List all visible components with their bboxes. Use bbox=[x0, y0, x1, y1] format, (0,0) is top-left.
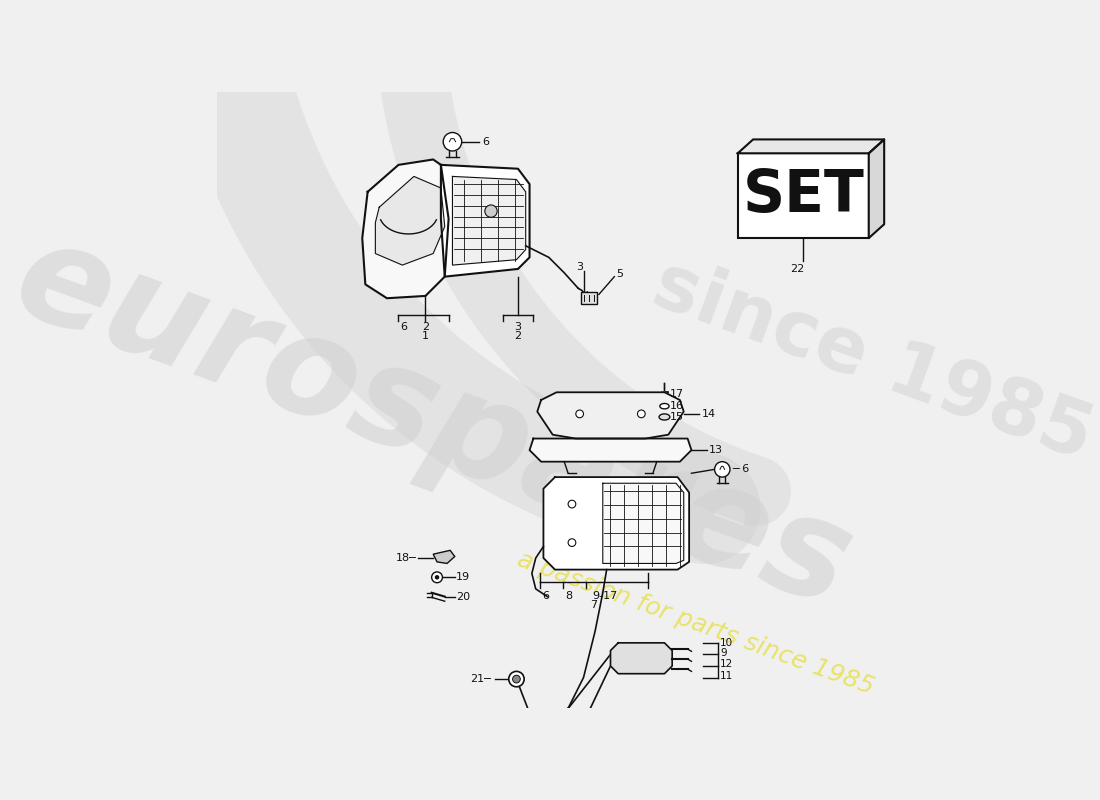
Polygon shape bbox=[738, 139, 884, 154]
FancyBboxPatch shape bbox=[581, 292, 596, 305]
Circle shape bbox=[568, 500, 575, 508]
Text: 3: 3 bbox=[515, 322, 521, 332]
Ellipse shape bbox=[659, 414, 670, 420]
Text: 2: 2 bbox=[515, 331, 521, 341]
Polygon shape bbox=[441, 165, 529, 277]
Text: 3: 3 bbox=[576, 262, 583, 272]
Text: 7: 7 bbox=[590, 600, 597, 610]
Text: 6: 6 bbox=[542, 591, 549, 601]
Text: eurospares: eurospares bbox=[0, 210, 869, 637]
Text: 11: 11 bbox=[720, 671, 734, 681]
Text: since 1985: since 1985 bbox=[642, 248, 1100, 475]
Text: 5: 5 bbox=[617, 269, 624, 278]
Polygon shape bbox=[362, 159, 449, 298]
Polygon shape bbox=[433, 550, 454, 563]
Circle shape bbox=[513, 675, 520, 683]
Text: a passion for parts since 1985: a passion for parts since 1985 bbox=[514, 548, 877, 699]
Text: 19: 19 bbox=[456, 572, 471, 582]
Ellipse shape bbox=[660, 403, 669, 409]
FancyBboxPatch shape bbox=[738, 154, 869, 238]
Text: 9-17: 9-17 bbox=[592, 591, 617, 601]
Text: 20: 20 bbox=[456, 591, 471, 602]
Polygon shape bbox=[452, 177, 526, 265]
Polygon shape bbox=[375, 177, 444, 265]
Text: 22: 22 bbox=[790, 264, 804, 274]
Polygon shape bbox=[537, 392, 684, 438]
Text: 17: 17 bbox=[670, 389, 684, 399]
Text: 6: 6 bbox=[400, 322, 407, 332]
Text: 8: 8 bbox=[565, 591, 572, 601]
Text: 14: 14 bbox=[702, 409, 716, 419]
Circle shape bbox=[431, 572, 442, 582]
Polygon shape bbox=[529, 438, 692, 462]
Circle shape bbox=[568, 538, 575, 546]
Text: 21─: 21─ bbox=[470, 674, 491, 684]
Circle shape bbox=[575, 410, 583, 418]
Text: 15: 15 bbox=[670, 412, 684, 422]
Circle shape bbox=[485, 205, 497, 218]
Circle shape bbox=[443, 133, 462, 151]
Text: 13: 13 bbox=[710, 445, 723, 455]
Text: 2: 2 bbox=[422, 322, 429, 332]
Text: 18─: 18─ bbox=[395, 553, 416, 563]
Polygon shape bbox=[543, 477, 689, 570]
Circle shape bbox=[436, 576, 439, 579]
Text: 9: 9 bbox=[720, 648, 727, 658]
Polygon shape bbox=[603, 483, 684, 563]
Text: 6: 6 bbox=[482, 137, 488, 146]
Circle shape bbox=[715, 462, 730, 477]
Text: SET: SET bbox=[742, 167, 865, 224]
Polygon shape bbox=[869, 139, 884, 238]
Polygon shape bbox=[610, 643, 672, 674]
Text: 12: 12 bbox=[720, 659, 734, 670]
Text: 16: 16 bbox=[670, 401, 684, 411]
Text: ─ 6: ─ 6 bbox=[733, 464, 749, 474]
Circle shape bbox=[508, 671, 525, 686]
Circle shape bbox=[638, 410, 646, 418]
Text: 1: 1 bbox=[422, 331, 429, 341]
Text: 10: 10 bbox=[720, 638, 733, 648]
